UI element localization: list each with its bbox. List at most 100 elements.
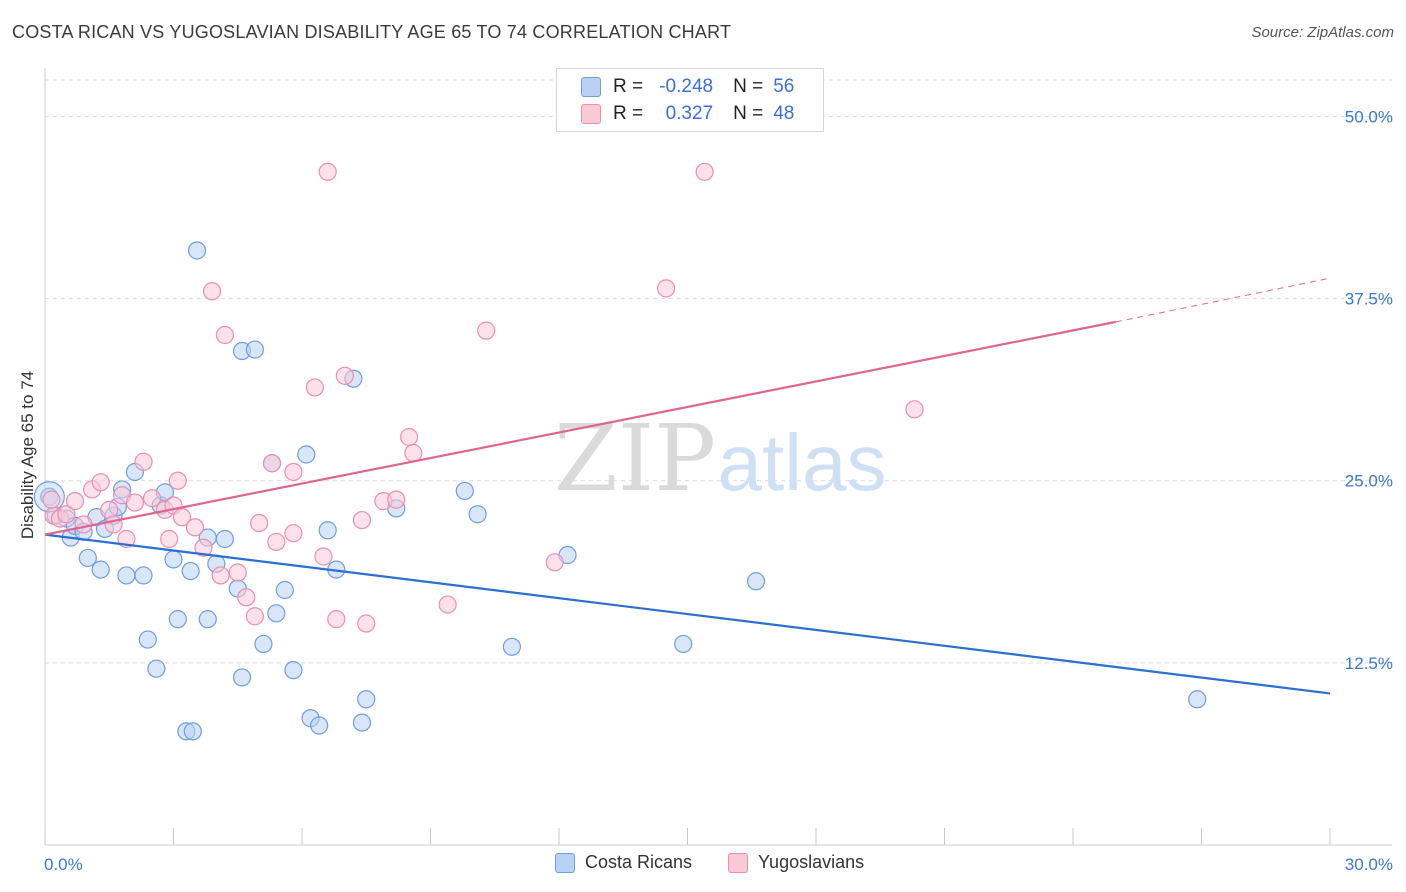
yugo-point	[267, 532, 286, 552]
yugo-point	[335, 366, 354, 385]
costa-point	[117, 566, 136, 585]
costa-swatch	[581, 76, 601, 97]
yugo-point	[399, 427, 419, 447]
yugo-point	[237, 588, 256, 607]
trend-lines	[44, 277, 1331, 695]
costa-point	[78, 548, 97, 568]
y-tick-label: 12.5%	[1345, 654, 1393, 673]
costa-point	[357, 690, 376, 709]
yugoslavians-points	[42, 162, 924, 633]
costa-r-value: -0.248	[659, 75, 714, 97]
yugo-point	[352, 510, 372, 530]
costa-point	[91, 560, 110, 579]
yugo-point	[656, 279, 676, 298]
yugo-n-value: 48	[773, 102, 795, 124]
yugo-point	[211, 566, 230, 585]
yugo-point	[134, 452, 153, 471]
costa-point	[267, 604, 286, 623]
n-label: N =	[733, 102, 764, 124]
yugo-point	[250, 513, 269, 533]
costa-point	[168, 610, 187, 629]
costa-point	[181, 561, 200, 581]
n-label: N =	[733, 75, 764, 97]
stats-legend: R = -0.248 N = 56 R = 0.327 N = 48	[556, 68, 824, 132]
costa-point	[254, 634, 273, 654]
costa-n-value: 56	[773, 75, 795, 97]
yugo-trend-line	[44, 320, 1117, 536]
yugo-point	[160, 529, 179, 549]
y-axis-label: Disability Age 65 to 74	[18, 371, 37, 539]
legend-item-costa: Costa Ricans	[555, 852, 692, 873]
yugo-point	[545, 553, 564, 572]
yugo-point	[194, 538, 213, 557]
yugo-point	[228, 563, 247, 582]
costa-point	[1188, 690, 1207, 709]
yugo-point	[245, 607, 264, 626]
yugo-point	[284, 462, 303, 482]
costa-point	[198, 610, 217, 629]
yugo-point	[91, 473, 110, 492]
yugo-point	[185, 518, 205, 537]
yugo-point	[168, 471, 187, 490]
legend-item-yugo: Yugoslavians	[728, 852, 864, 873]
y-tick-label: 50.0%	[1345, 107, 1393, 126]
yugo-point	[284, 524, 303, 543]
yugo-point	[305, 378, 324, 397]
yugo-trend-line	[1115, 277, 1331, 323]
yugo-point	[65, 492, 85, 511]
yugo-point	[74, 515, 93, 534]
yugo-point	[215, 325, 234, 345]
yugo-point	[202, 282, 222, 301]
costa-point	[147, 659, 166, 678]
x-tick-label: 30.0%	[1345, 855, 1393, 874]
watermark-zip: ZIP	[554, 405, 716, 512]
legend-costa-swatch	[555, 852, 575, 873]
chart-title: COSTA RICAN VS YUGOSLAVIAN DISABILITY AG…	[12, 22, 732, 42]
costa-point	[468, 505, 487, 524]
costa-point	[187, 241, 207, 260]
legend-costa-label: Costa Ricans	[585, 852, 693, 872]
costa-point	[318, 521, 337, 540]
costa-point	[746, 572, 766, 591]
costa-point	[215, 529, 234, 549]
yugo-point	[172, 508, 192, 527]
yugo-point	[42, 490, 61, 509]
costa-point	[310, 716, 329, 735]
costa-point	[455, 481, 474, 501]
costa-trend-line	[44, 533, 1331, 695]
yugo-point	[404, 443, 423, 463]
yugo-point	[314, 547, 333, 566]
legend-yugo-label: Yugoslavians	[758, 852, 865, 872]
r-label: R =	[613, 102, 644, 124]
costa-point	[352, 713, 372, 732]
yugo-point	[327, 610, 346, 629]
yugo-r-value: 0.327	[665, 102, 714, 124]
gridlines	[45, 79, 1392, 664]
costa-point	[284, 661, 303, 680]
yugo-point	[357, 614, 376, 633]
costa-point	[134, 566, 153, 585]
stats-row-costa: R = -0.248 N = 56	[557, 73, 794, 100]
bottom-legend: Costa Ricans Yugoslavians	[555, 852, 864, 873]
r-label: R =	[613, 75, 644, 97]
yugo-point	[104, 515, 123, 534]
yugo-point	[57, 505, 76, 524]
costa-point	[164, 550, 183, 569]
costa-point	[674, 634, 693, 654]
legend-yugo-swatch	[728, 852, 749, 873]
watermark-atlas: atlas	[718, 418, 887, 507]
yugo-point	[318, 162, 337, 181]
costa-point	[183, 722, 202, 741]
costa-point	[502, 637, 521, 656]
yugo-point	[477, 321, 496, 340]
yugo-point	[262, 454, 282, 473]
yugo-point	[438, 595, 457, 614]
x-tick-labels: 0.0% 30.0%	[44, 855, 1393, 874]
yugo-point	[125, 493, 145, 512]
costa-point	[245, 340, 264, 359]
costa-point	[232, 668, 252, 687]
yugo-swatch	[581, 103, 601, 124]
costa-point	[275, 580, 294, 600]
yugo-point	[905, 400, 924, 419]
